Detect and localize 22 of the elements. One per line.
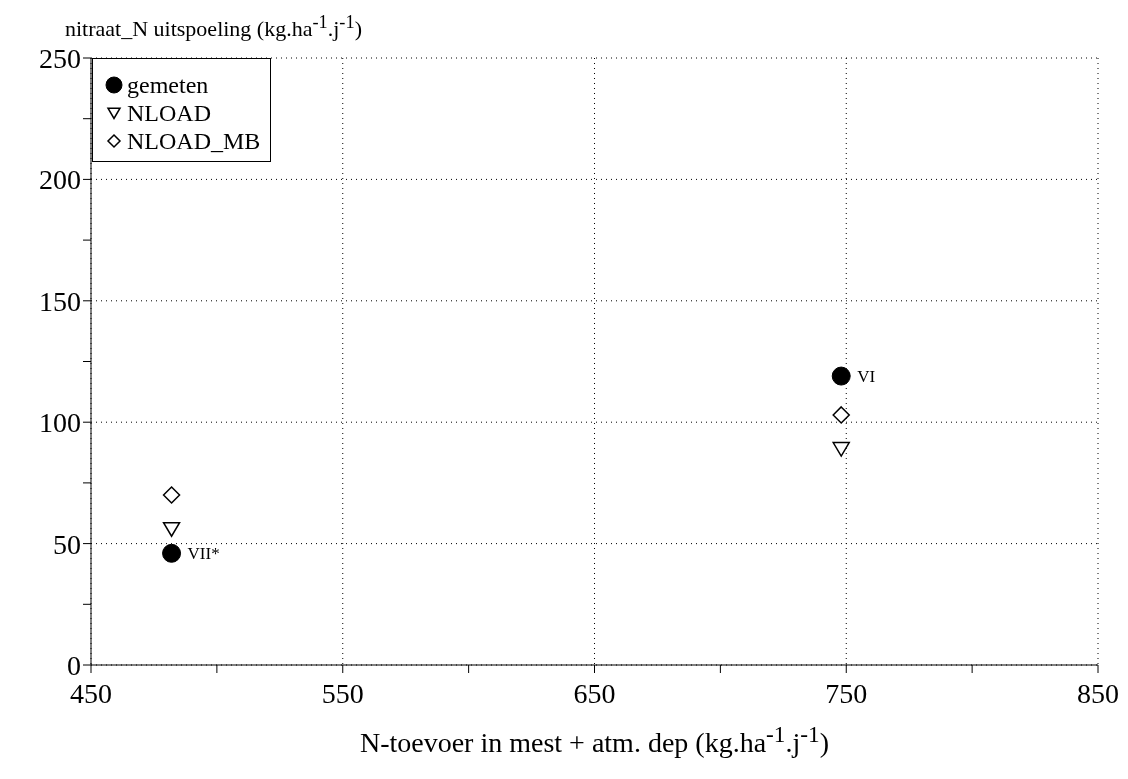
point (832, 406, 850, 424)
point (162, 543, 182, 563)
legend-label: NLOAD (127, 99, 211, 127)
annotation: VI (857, 367, 876, 387)
point (162, 521, 181, 537)
y-tick-label: 100 (39, 407, 81, 439)
y-axis-title: nitraat_N uitspoeling (kg.ha$^{-1}$.j$^{-1}$) (65, 12, 362, 43)
x-axis-title: N-toevoer in mest + atm. dep (kg.ha$^{-1}$.j$^{-1}$) (358, 721, 831, 760)
point (832, 441, 850, 457)
y-tick-label: 250 (39, 42, 81, 74)
y-tick-label: 200 (39, 164, 81, 196)
x-tick-label: 550 (321, 677, 364, 709)
x-tick-label: 750 (825, 677, 868, 709)
legend-label: gemeten (127, 71, 209, 99)
point (831, 366, 851, 386)
x-tick-label: 650 (573, 677, 616, 709)
y-tick-label: 50 (53, 528, 81, 560)
annotation: VII* (187, 544, 220, 564)
x-tick-label: 850 (1077, 677, 1119, 709)
legend-label: NLOAD_MB (127, 127, 261, 155)
point (162, 486, 181, 504)
y-tick-label: 150 (39, 285, 81, 317)
